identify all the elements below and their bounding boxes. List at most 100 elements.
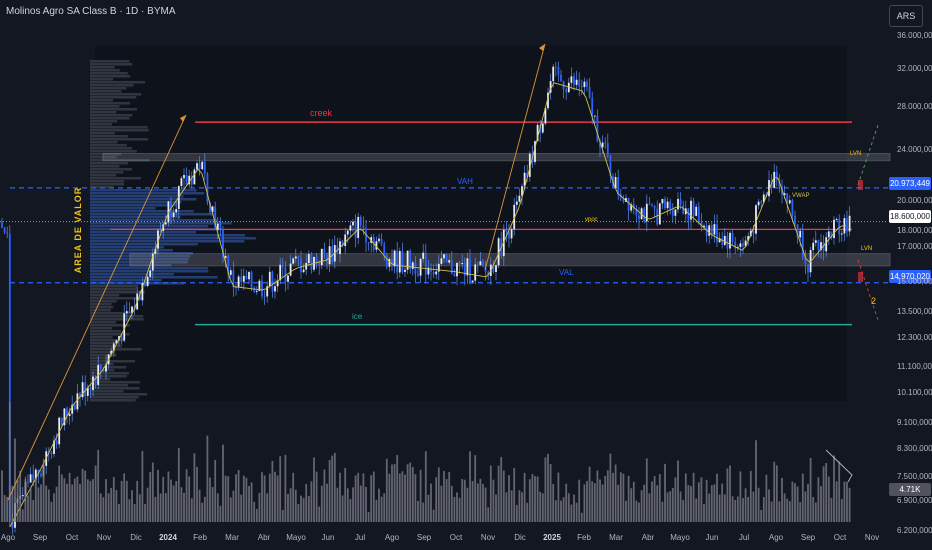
candle-body (528, 153, 531, 177)
candle-body (762, 194, 765, 203)
volume-bar (339, 472, 341, 522)
volume-bar (830, 497, 833, 522)
candle-body (703, 225, 705, 228)
volume-bar (385, 458, 388, 522)
y-tick-label: 18.000,000 (897, 225, 932, 235)
candle-body (110, 350, 113, 355)
volume-bar (708, 493, 711, 522)
candle-body (643, 208, 646, 222)
candle-body (479, 261, 482, 266)
volume-profile-bar (90, 318, 144, 321)
candle-body (830, 231, 833, 239)
x-tick-label: Sep (416, 533, 432, 542)
volume-profile-bar (90, 306, 114, 309)
volume-bar (131, 490, 133, 522)
volume-profile-bar (90, 96, 137, 99)
volume-bar (284, 454, 287, 522)
volume-bar (814, 502, 817, 522)
volume-bar (388, 473, 391, 522)
x-tick-label: Abr (641, 533, 655, 542)
candle-body (378, 238, 380, 242)
candle-body (796, 224, 799, 238)
volume-profile-bar (90, 288, 137, 291)
volume-bar (193, 453, 196, 522)
volume-bar (817, 477, 820, 522)
candle-body (76, 393, 79, 410)
candle-body (482, 261, 484, 267)
volume-bar (240, 494, 243, 522)
volume-profile-bar (90, 102, 130, 105)
x-tick-label: Jun (705, 533, 719, 542)
volume-bar (695, 498, 698, 522)
candle-body (622, 197, 625, 202)
candle-body (404, 269, 406, 272)
volume-profile-bar (90, 237, 256, 240)
volume-bar (164, 493, 167, 522)
candle-body (172, 212, 175, 217)
candle-body (224, 256, 227, 258)
volume-bar (79, 483, 81, 522)
candle-body (146, 276, 149, 286)
val-label: VAL (559, 268, 574, 277)
volume-bar (63, 478, 66, 522)
volume-bar (235, 474, 237, 522)
candle-body (151, 253, 154, 271)
volume-bar (393, 463, 396, 522)
volume-bar (133, 504, 136, 522)
candle-body (229, 270, 232, 275)
volume-bar (73, 478, 76, 522)
candle-body (614, 177, 617, 189)
volume-bar (302, 497, 305, 522)
volume-bar (196, 466, 198, 522)
currency-button[interactable]: ARS (889, 5, 923, 27)
volume-bar (674, 477, 677, 522)
volume-bar (341, 495, 344, 522)
volume-bar (391, 464, 393, 522)
candle-body (505, 229, 508, 233)
candle-body (170, 201, 172, 217)
volume-bar (760, 509, 763, 522)
candle-body (383, 243, 386, 255)
candle-body (352, 221, 354, 226)
candle-body (105, 364, 107, 372)
candle-body (271, 271, 274, 292)
volume-bar (414, 474, 417, 522)
volume-bar (76, 476, 79, 522)
x-tick-label: Feb (193, 533, 207, 542)
volume-bar (287, 493, 289, 522)
volume-profile-bar (90, 105, 120, 108)
volume-bar (445, 479, 448, 522)
candle-body (541, 123, 544, 133)
volume-profile-bar (90, 330, 122, 333)
candle-body (586, 81, 588, 87)
volume-bar (765, 474, 768, 522)
candle-body (393, 250, 396, 267)
volume-bar (261, 472, 263, 522)
lvn-top-label: LVN (850, 151, 862, 157)
volume-profile-bar (90, 159, 150, 162)
volume-profile-bar (90, 75, 131, 78)
candle-body (430, 267, 432, 272)
candle-body (138, 293, 141, 301)
volume-profile-bar (90, 399, 136, 402)
volume-bar (66, 483, 68, 522)
volume-bar (201, 502, 204, 522)
candle-body (94, 376, 97, 385)
candle-body (248, 272, 250, 280)
volume-profile-bar (90, 66, 115, 69)
volume-bar (367, 512, 370, 522)
volume-bar (53, 493, 55, 522)
volume-bar (700, 477, 703, 522)
volume-bar (281, 510, 284, 522)
volume-bar (523, 472, 526, 522)
volume-bar (487, 507, 490, 522)
x-tick-label: Mayo (670, 533, 690, 542)
volume-bar (185, 469, 188, 522)
volume-profile-bar (90, 87, 127, 90)
volume-bar (60, 474, 63, 522)
volume-profile-bar (90, 231, 197, 234)
candle-body (596, 115, 599, 142)
volume-profile-bar (90, 123, 113, 126)
volume-bar (781, 477, 783, 522)
